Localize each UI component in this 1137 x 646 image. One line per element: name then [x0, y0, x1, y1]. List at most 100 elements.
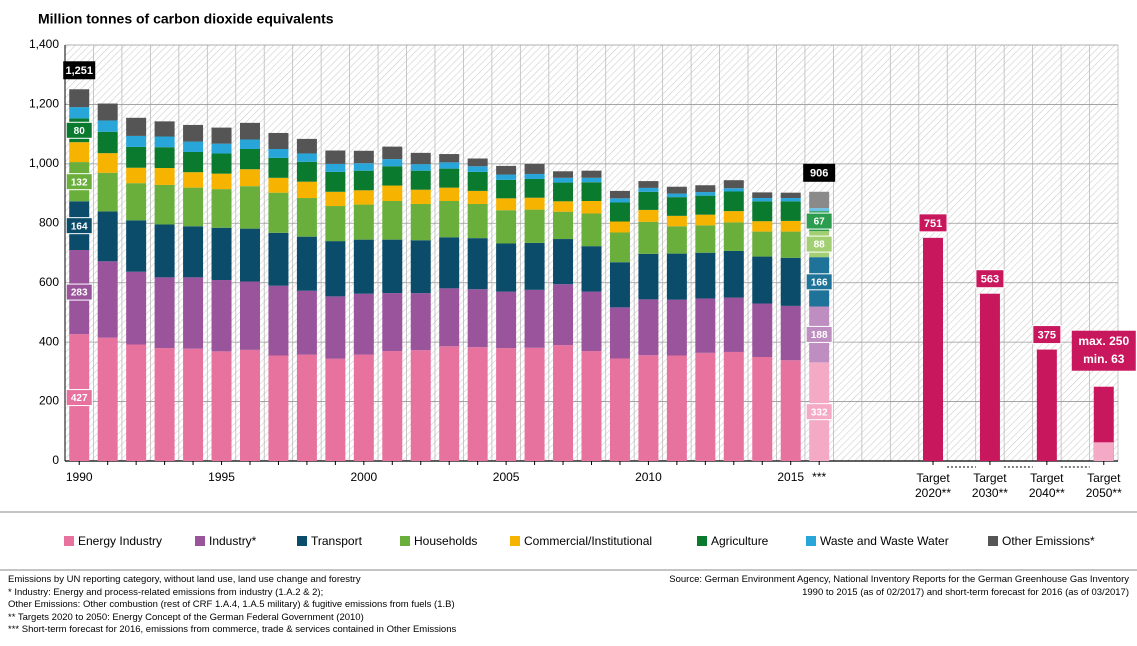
bar-segment — [695, 225, 716, 253]
y-tick-label: 200 — [39, 394, 59, 408]
bar-segment — [780, 257, 801, 306]
bar-segment — [752, 303, 773, 357]
target-label-box — [918, 213, 948, 233]
bar-segment — [239, 186, 260, 229]
bar-segment — [268, 177, 289, 193]
bar-segment — [780, 201, 801, 221]
data-label: 80 — [74, 126, 86, 137]
y-tick-label: 1,000 — [29, 156, 59, 170]
bar-segment — [126, 220, 147, 272]
legend-label: Industry* — [209, 534, 257, 548]
bar-segment — [296, 153, 317, 162]
bar-segment — [581, 213, 602, 247]
legend-label: Agriculture — [711, 534, 769, 548]
target-bar — [979, 293, 1000, 461]
bar-segment — [666, 253, 687, 300]
bar-segment — [666, 193, 687, 198]
bar-segment — [524, 173, 545, 180]
bar-segment — [752, 201, 773, 222]
bar-segment — [353, 190, 374, 205]
x-tick-label: Target 2030** — [971, 471, 1008, 500]
bar-segment — [268, 149, 289, 158]
bar-segment — [638, 299, 659, 356]
bar-segment — [524, 179, 545, 198]
target-tick: Target 2040** — [1029, 471, 1065, 500]
bar-segment — [126, 167, 147, 184]
bar-segment — [268, 192, 289, 233]
bar-segment — [780, 360, 801, 461]
bar-segment — [296, 181, 317, 199]
bar-segment — [183, 151, 204, 173]
bar-segment — [723, 351, 744, 461]
bar-segment — [467, 347, 488, 461]
bar-segment — [296, 290, 317, 355]
y-tick-label: 600 — [39, 275, 59, 289]
bar-segment — [183, 348, 204, 461]
data-label-box — [805, 273, 833, 291]
bar-segment — [382, 201, 403, 240]
bar-segment — [325, 171, 346, 192]
bar-segment — [439, 187, 460, 201]
bar-segment — [296, 354, 317, 461]
x-tick-label: 2015 — [777, 470, 804, 484]
bar-segment — [695, 185, 716, 193]
bar-segment — [752, 192, 773, 199]
bar-segment — [752, 231, 773, 257]
data-label-box — [65, 389, 93, 407]
bar-segment — [410, 293, 431, 351]
bar-segment — [126, 146, 147, 168]
data-label: 188 — [811, 330, 828, 341]
bar-segment — [97, 211, 118, 262]
bar-segment — [126, 183, 147, 221]
bar-segment — [325, 191, 346, 207]
bar-segment — [609, 358, 630, 461]
bar-segment — [97, 172, 118, 212]
total-box — [803, 163, 836, 182]
source: Source: German Environment Agency, Natio… — [669, 574, 1129, 598]
bar-segment — [69, 142, 90, 163]
bar-segment — [410, 189, 431, 204]
footnote: ** Targets 2020 to 2050: Energy Concept … — [8, 611, 364, 623]
footnote: *** Short-term forecast for 2016, emissi… — [8, 624, 457, 635]
bar-segment — [496, 210, 517, 244]
bar-segment — [239, 149, 260, 170]
bar-segment — [439, 154, 460, 163]
bar-segment — [410, 164, 431, 171]
bar-segment — [439, 162, 460, 169]
bar-segment — [809, 208, 830, 212]
bar-segment — [496, 348, 517, 461]
bar-segment — [296, 138, 317, 154]
footnote: * Industry: Energy and process-related e… — [8, 586, 324, 598]
x-tick-label: Target 2020** — [914, 471, 952, 500]
target-tick: Target 2030** — [971, 471, 1008, 500]
bar-segment — [609, 262, 630, 308]
legend-label: Other Emissions* — [1002, 534, 1095, 548]
y-tick-label: 1,400 — [29, 37, 59, 51]
bar-segment — [382, 166, 403, 186]
bar-segment — [325, 358, 346, 461]
bar-segment — [467, 158, 488, 167]
bar-segment — [154, 136, 175, 148]
x-tick-label: 2000 — [350, 470, 377, 484]
data-label-box — [805, 403, 833, 421]
bar-segment — [553, 239, 574, 285]
bar-segment — [467, 190, 488, 204]
bar-segment — [553, 284, 574, 346]
bar-segment — [325, 150, 346, 164]
bar-segment — [524, 289, 545, 348]
footnote: Emissions by UN reporting category, with… — [8, 574, 361, 585]
bar-segment — [695, 298, 716, 353]
bar-segment — [69, 107, 90, 119]
target-tick: Target 2020** — [914, 471, 952, 500]
x-tick-label: 2005 — [493, 470, 520, 484]
bar-segment — [723, 191, 744, 212]
bar-segment — [69, 89, 90, 108]
bar-segment — [97, 120, 118, 132]
bar-segment — [666, 355, 687, 461]
target-label-box — [1071, 330, 1136, 371]
bar-segment — [154, 121, 175, 137]
bar-segment — [496, 174, 517, 180]
target-min-bar — [1093, 442, 1114, 461]
data-label: 166 — [811, 277, 828, 288]
bar-segment — [325, 206, 346, 242]
